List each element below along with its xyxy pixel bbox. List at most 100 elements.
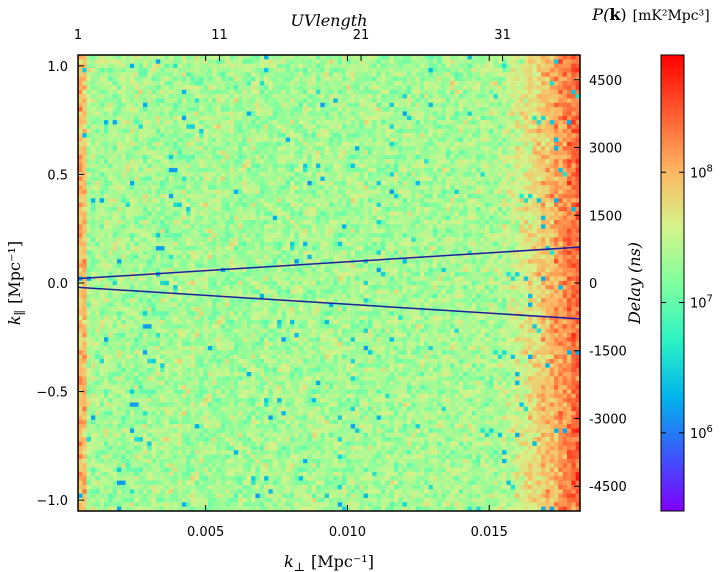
heatmap-cell [406, 115, 412, 121]
heatmap-cell [134, 228, 139, 234]
heatmap-cell [207, 137, 213, 143]
heatmap-cell [272, 111, 278, 117]
heatmap-cell [489, 180, 494, 186]
heatmap-cell [476, 180, 481, 186]
heatmap-cell [194, 185, 200, 190]
heatmap-cell [437, 189, 442, 195]
heatmap-cell [493, 202, 499, 208]
heatmap-cell [82, 163, 88, 169]
heatmap-cell [298, 89, 304, 95]
heatmap-cell [95, 98, 100, 104]
heatmap-cell [303, 94, 308, 99]
heatmap-cell [554, 107, 559, 112]
heatmap-cell [562, 193, 568, 199]
heatmap-cell [303, 237, 308, 243]
heatmap-cell [341, 81, 347, 86]
heatmap-cell [432, 81, 438, 86]
heatmap-cell [519, 220, 525, 225]
heatmap-cell [168, 120, 174, 125]
heatmap-cell [108, 63, 113, 69]
heatmap-cell [480, 111, 486, 117]
heatmap-cell [181, 107, 187, 112]
heatmap-cell [532, 180, 538, 186]
heatmap-cell [493, 176, 499, 182]
heatmap-cell [203, 202, 209, 208]
heatmap-cell [82, 107, 88, 112]
heatmap-cell [571, 59, 577, 65]
heatmap-cell [515, 120, 520, 125]
heatmap-cell [497, 133, 503, 138]
heatmap-cell [259, 163, 265, 169]
heatmap-cell [523, 55, 529, 60]
heatmap-cell [458, 85, 464, 91]
heatmap-cell [541, 115, 546, 121]
heatmap-cell [199, 59, 204, 65]
heatmap-cell [484, 120, 490, 125]
heatmap-cell [441, 180, 447, 186]
heatmap-cell [549, 159, 555, 164]
heatmap-cell [290, 159, 295, 164]
heatmap-cell [316, 237, 321, 243]
heatmap-cell [220, 89, 226, 95]
heatmap-cell [541, 55, 546, 60]
heatmap-cell [134, 89, 139, 95]
heatmap-cell [329, 89, 334, 95]
heatmap-cell [489, 128, 494, 134]
heatmap-cell [181, 224, 187, 230]
heatmap-cell [454, 172, 460, 177]
heatmap-cell [272, 72, 278, 78]
heatmap-cell [424, 198, 429, 203]
heatmap-cell [450, 150, 455, 156]
heatmap-cell [467, 76, 473, 82]
heatmap-cell [541, 120, 546, 125]
heatmap-cell [186, 76, 191, 82]
heatmap-cell [259, 111, 265, 117]
heatmap-cell [454, 224, 460, 230]
heatmap-cell [129, 150, 135, 156]
heatmap-cell [90, 68, 96, 73]
heatmap-cell [324, 150, 330, 156]
heatmap-cell [324, 141, 330, 147]
heatmap-cell [528, 120, 533, 125]
heatmap-cell [168, 55, 174, 60]
heatmap-cell [354, 141, 360, 147]
heatmap-cell [333, 63, 339, 69]
heatmap-cell [290, 172, 295, 177]
heatmap-cell [398, 220, 403, 225]
heatmap-cell [411, 159, 416, 164]
heatmap-cell [528, 185, 533, 190]
heatmap-cell [203, 124, 209, 130]
heatmap-cell [493, 224, 499, 230]
heatmap-cell [515, 76, 520, 82]
heatmap-cell [203, 81, 209, 86]
heatmap-cell [225, 85, 230, 91]
heatmap-cell [186, 215, 191, 221]
heatmap-cell [251, 180, 256, 186]
heatmap-cell [320, 215, 326, 221]
heatmap-cell [454, 211, 460, 217]
heatmap-cell [380, 220, 386, 225]
heatmap-cell [255, 107, 261, 112]
heatmap-cell [303, 202, 308, 208]
heatmap-cell [290, 215, 295, 221]
heatmap-cell [160, 202, 165, 208]
heatmap-cell [264, 198, 269, 203]
heatmap-cell [108, 133, 113, 138]
heatmap-cell [320, 81, 326, 86]
heatmap-cell [311, 176, 317, 182]
heatmap-cell [108, 180, 113, 186]
heatmap-cell [562, 141, 568, 147]
heatmap-cell [311, 63, 317, 69]
heatmap-cell [385, 59, 390, 65]
heatmap-cell [190, 137, 196, 143]
heatmap-cell [506, 115, 512, 121]
heatmap-cell [272, 207, 278, 212]
heatmap-cell [324, 163, 330, 169]
heatmap-cell [320, 63, 326, 69]
heatmap-cell [419, 220, 425, 225]
heatmap-cell [233, 237, 239, 243]
heatmap-cell [303, 189, 308, 195]
heatmap-cell [177, 137, 183, 143]
heatmap-cell [272, 150, 278, 156]
heatmap-cell [528, 150, 533, 156]
